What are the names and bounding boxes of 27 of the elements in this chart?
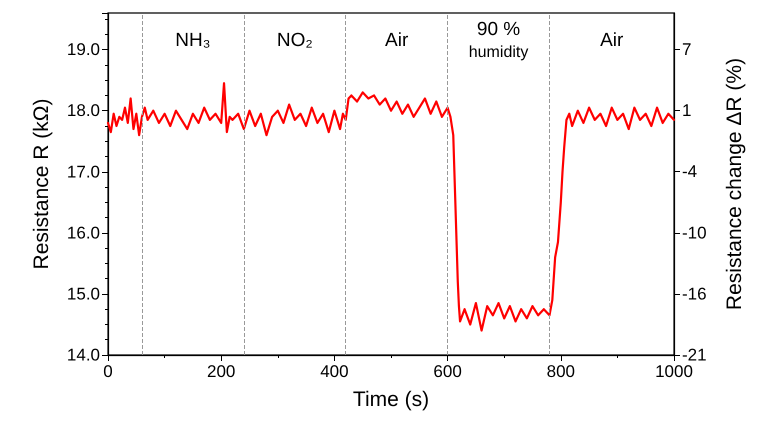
- annotation: NH₃: [175, 30, 210, 51]
- y-tick-label: 16.0: [66, 223, 100, 242]
- y-tick-label: 18.0: [66, 101, 100, 120]
- x-tick-label: 1000: [655, 362, 693, 381]
- y-tick-label: 14.0: [66, 346, 100, 364]
- y2-tick-label: 1: [682, 101, 692, 120]
- y2-tick-label: -10: [682, 223, 707, 242]
- x-axis-title: Time (s): [352, 388, 430, 411]
- y2-tick-label: -4: [682, 162, 698, 182]
- x-tick-label: 800: [546, 362, 575, 381]
- y-tick-label: 17.0: [66, 162, 100, 182]
- x-tick-label: 600: [433, 362, 462, 381]
- x-tick-label: 400: [320, 362, 349, 381]
- y-tick-label: 15.0: [66, 284, 100, 304]
- y2-axis-title: Resistance change ΔR (%): [723, 58, 746, 310]
- y2-tick-label: -16: [682, 284, 707, 304]
- y-tick-label: 19.0: [66, 40, 100, 60]
- x-tick-label: 0: [103, 362, 113, 381]
- annotation: Air: [385, 30, 409, 51]
- y-axis-title: Resistance R (kΩ): [30, 98, 53, 270]
- y2-tick-label: -21: [682, 346, 707, 364]
- annotation: NO₂: [276, 30, 313, 51]
- y2-tick-label: 7: [682, 40, 692, 60]
- annotation: 90 % humidity: [468, 18, 528, 61]
- x-tick-label: 200: [207, 362, 236, 381]
- line-series: [106, 82, 676, 332]
- annotation: Air: [600, 30, 624, 51]
